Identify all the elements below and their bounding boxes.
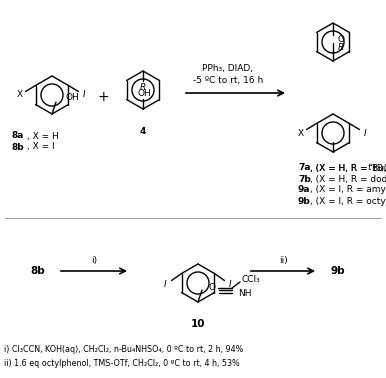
Text: ii) 1.6 eq octylphenol, TMS-OTf, CH₂Cl₂, 0 ºC to rt, 4 h, 53%: ii) 1.6 eq octylphenol, TMS-OTf, CH₂Cl₂,… bbox=[4, 358, 240, 367]
Text: , X = I: , X = I bbox=[27, 143, 55, 152]
Text: R: R bbox=[140, 82, 146, 91]
Text: 7a: 7a bbox=[298, 164, 310, 172]
Text: 9a: 9a bbox=[298, 186, 310, 195]
Text: O: O bbox=[337, 34, 344, 43]
Text: +: + bbox=[97, 90, 109, 104]
Text: X: X bbox=[17, 90, 23, 99]
Text: , (X = H, R =: , (X = H, R = bbox=[310, 164, 371, 172]
Text: ii): ii) bbox=[279, 257, 287, 265]
Text: i): i) bbox=[91, 257, 97, 265]
Text: , X = H: , X = H bbox=[27, 132, 59, 141]
Text: 9b: 9b bbox=[298, 197, 311, 206]
Text: CCl₃: CCl₃ bbox=[242, 276, 261, 285]
Text: 9b: 9b bbox=[331, 266, 345, 276]
Text: , (X = H, R = dodecyl), 73%: , (X = H, R = dodecyl), 73% bbox=[310, 175, 386, 183]
Text: 8b: 8b bbox=[12, 143, 25, 152]
Text: 7b: 7b bbox=[298, 175, 311, 183]
Text: NH: NH bbox=[238, 290, 252, 299]
Text: , (X = I, R = octyl): , (X = I, R = octyl) bbox=[310, 197, 386, 206]
Text: -5 ºC to rt, 16 h: -5 ºC to rt, 16 h bbox=[193, 76, 263, 85]
Text: I: I bbox=[164, 280, 167, 289]
Text: Bu), 69%: Bu), 69% bbox=[372, 164, 386, 172]
Text: 8a: 8a bbox=[12, 132, 24, 141]
Text: X: X bbox=[298, 129, 304, 138]
Text: PPh₃, DIAD,: PPh₃, DIAD, bbox=[203, 64, 254, 73]
Text: OH: OH bbox=[66, 93, 80, 102]
Text: 4: 4 bbox=[140, 127, 146, 135]
Text: R: R bbox=[338, 42, 344, 51]
Text: I: I bbox=[364, 129, 367, 138]
Text: O: O bbox=[208, 284, 215, 293]
Text: I: I bbox=[83, 90, 86, 99]
Text: 10: 10 bbox=[191, 319, 205, 329]
Text: , (X = I, R = amyl), 48%: , (X = I, R = amyl), 48% bbox=[310, 186, 386, 195]
Text: OH: OH bbox=[137, 88, 151, 98]
Text: , (X = H, R = ’tBu), 69%: , (X = H, R = ’tBu), 69% bbox=[310, 164, 386, 172]
Text: 8b: 8b bbox=[30, 266, 46, 276]
Text: I: I bbox=[229, 280, 232, 289]
Text: t: t bbox=[367, 164, 371, 172]
Text: i) Cl₃CCN, KOH(aq), CH₂Cl₂, n-Bu₄NHSO₄, 0 ºC to rt, 2 h, 94%: i) Cl₃CCN, KOH(aq), CH₂Cl₂, n-Bu₄NHSO₄, … bbox=[4, 345, 244, 355]
